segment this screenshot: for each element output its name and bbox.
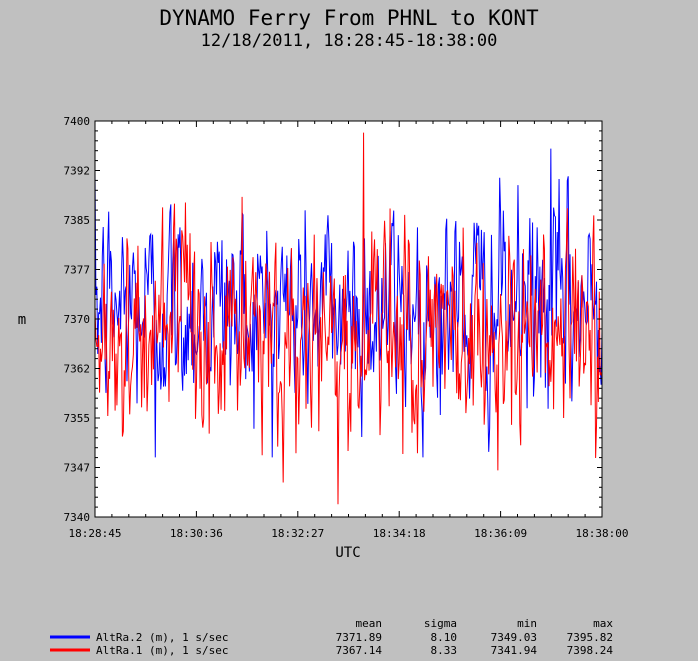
stats-value: 7367.14 — [336, 644, 383, 657]
y-tick-label: 7355 — [64, 412, 91, 425]
x-tick-label: 18:36:09 — [474, 527, 527, 540]
series-line — [94, 148, 603, 458]
legend-label: AltRa.2 (m), 1 s/sec — [96, 631, 228, 644]
stats-value: 8.33 — [431, 644, 458, 657]
y-tick-label: 7340 — [64, 511, 91, 524]
stats-value: 7398.24 — [567, 644, 614, 657]
stats-header: max — [593, 617, 613, 630]
y-tick-label: 7385 — [64, 214, 91, 227]
stats-value: 8.10 — [431, 631, 458, 644]
series-line — [94, 132, 603, 505]
x-tick-label: 18:32:27 — [271, 527, 324, 540]
stats-value: 7371.89 — [336, 631, 382, 644]
stats-value: 7341.94 — [491, 644, 538, 657]
y-tick-label: 7400 — [64, 115, 91, 128]
chart-subtitle: 12/18/2011, 18:28:45-18:38:00 — [201, 31, 498, 51]
y-tick-label: 7377 — [64, 264, 91, 277]
x-tick-label: 18:30:36 — [170, 527, 223, 540]
x-axis: 18:28:45 18:30:36 18:32:27 18:34:18 18:36:09… — [69, 121, 629, 540]
x-tick-label: 18:34:18 — [373, 527, 426, 540]
y-axis: 7340 7347 7355 7362 7370 7377 7385 7392 7400 — [64, 115, 602, 524]
stats-value: 7349.03 — [491, 631, 537, 644]
x-axis-title: UTC — [335, 545, 360, 561]
legend: mean sigma min max AltRa.2 (m), 1 s/sec 7371.… — [50, 617, 613, 657]
chart-title: DYNAMO Ferry From PHNL to KONT — [159, 6, 539, 30]
stats-header: sigma — [424, 617, 457, 630]
y-tick-label: 7347 — [64, 462, 91, 475]
y-tick-label: 7362 — [64, 363, 91, 376]
legend-label: AltRa.1 (m), 1 s/sec — [96, 644, 228, 657]
x-tick-label: 18:28:45 — [69, 527, 122, 540]
y-tick-label: 7370 — [64, 313, 91, 326]
y-axis-title: m — [18, 312, 26, 328]
y-tick-label: 7392 — [64, 165, 91, 178]
series-layer — [94, 132, 603, 505]
stats-value: 7395.82 — [567, 631, 613, 644]
stats-header: min — [517, 617, 537, 630]
x-tick-label: 18:38:00 — [576, 527, 629, 540]
stats-header: mean — [356, 617, 383, 630]
